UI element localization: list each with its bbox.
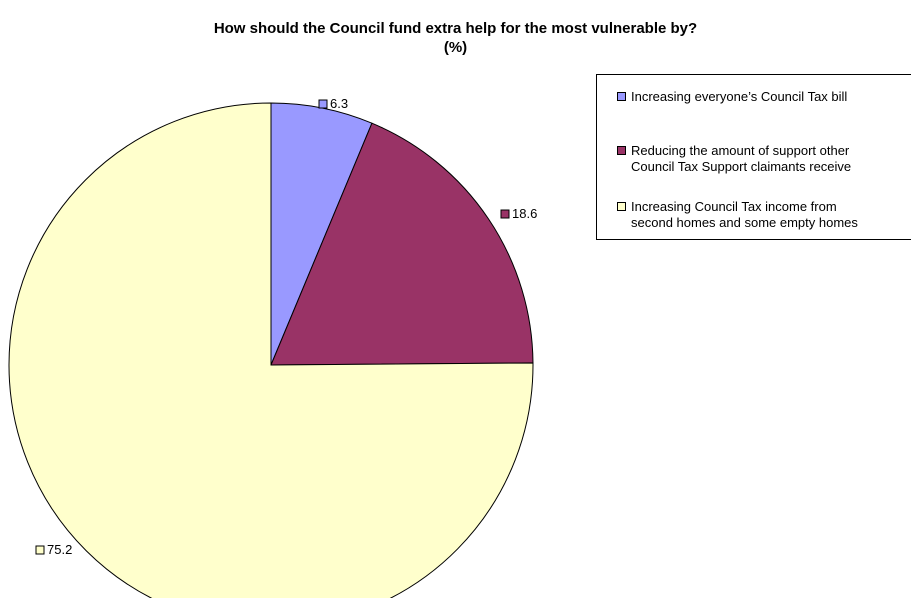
legend-swatch-support (617, 146, 626, 155)
data-label-group: 6.3 (318, 96, 348, 111)
legend: Increasing everyone’s Council Tax bill R… (596, 74, 911, 240)
legend-swatch-second-homes (617, 202, 626, 211)
chart-title: How should the Council fund extra help f… (213, 20, 698, 37)
data-label-group: 18.6 (500, 206, 537, 221)
chart-subtitle: (%) (443, 39, 468, 56)
legend-swatch-everyone (617, 92, 626, 101)
legend-label-second-homes-line1: Increasing Council Tax income from (631, 199, 837, 214)
data-label-marker-everyone (318, 99, 328, 109)
legend-item-everyone: Increasing everyone’s Council Tax bill (617, 89, 847, 105)
data-label-support: 18.6 (512, 206, 537, 221)
legend-label-support-line1: Reducing the amount of support other (631, 143, 850, 158)
data-label-marker-second-homes (35, 545, 45, 555)
data-label-second-homes: 75.2 (47, 542, 72, 557)
data-label-everyone: 6.3 (330, 96, 348, 111)
legend-item-second-homes: Increasing Council Tax income from secon… (617, 199, 858, 231)
legend-label-everyone: Increasing everyone’s Council Tax bill (631, 89, 848, 104)
data-label-group: 75.2 (35, 542, 72, 557)
legend-item-support: Reducing the amount of support other Cou… (617, 143, 851, 175)
legend-label-support-line2: Council Tax Support claimants receive (631, 159, 852, 174)
data-label-marker-support (500, 209, 510, 219)
pie-slice-support (270, 122, 534, 366)
pie-slice-second-homes (8, 102, 534, 598)
legend-label-second-homes-line2: second homes and some empty homes (631, 215, 858, 230)
